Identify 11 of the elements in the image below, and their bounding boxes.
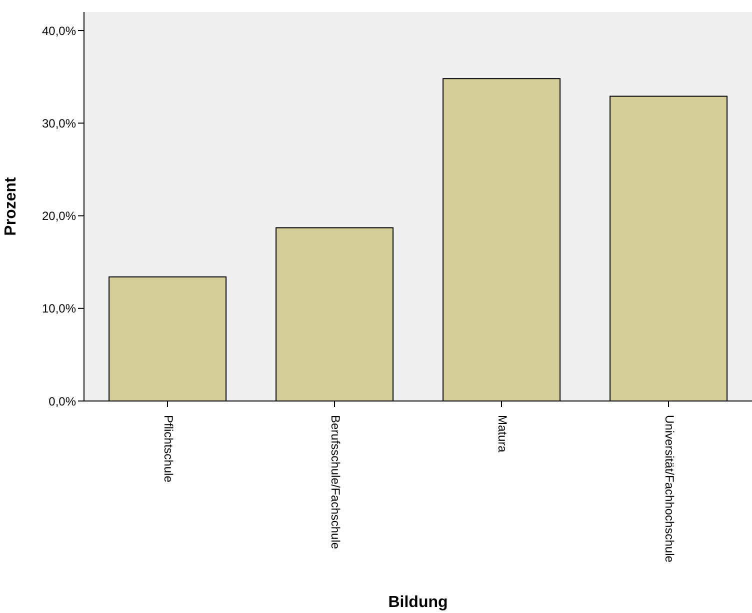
y-tick-label: 0,0% — [48, 394, 76, 408]
x-tick-label: Pflichtschule — [161, 415, 176, 483]
y-tick-label: 20,0% — [42, 209, 76, 224]
x-axis-title: Bildung — [388, 594, 448, 611]
x-tick-label: Matura — [495, 415, 510, 453]
y-tick-label: 30,0% — [42, 116, 76, 130]
y-tick-label: 10,0% — [42, 302, 76, 316]
x-tick-label: Berufsschule/Fachschule — [328, 415, 342, 550]
x-tick-label: Universität/Fachhochschule — [662, 415, 676, 563]
y-axis-title: Prozent — [2, 176, 20, 236]
y-tick-label: 40,0% — [42, 24, 76, 38]
